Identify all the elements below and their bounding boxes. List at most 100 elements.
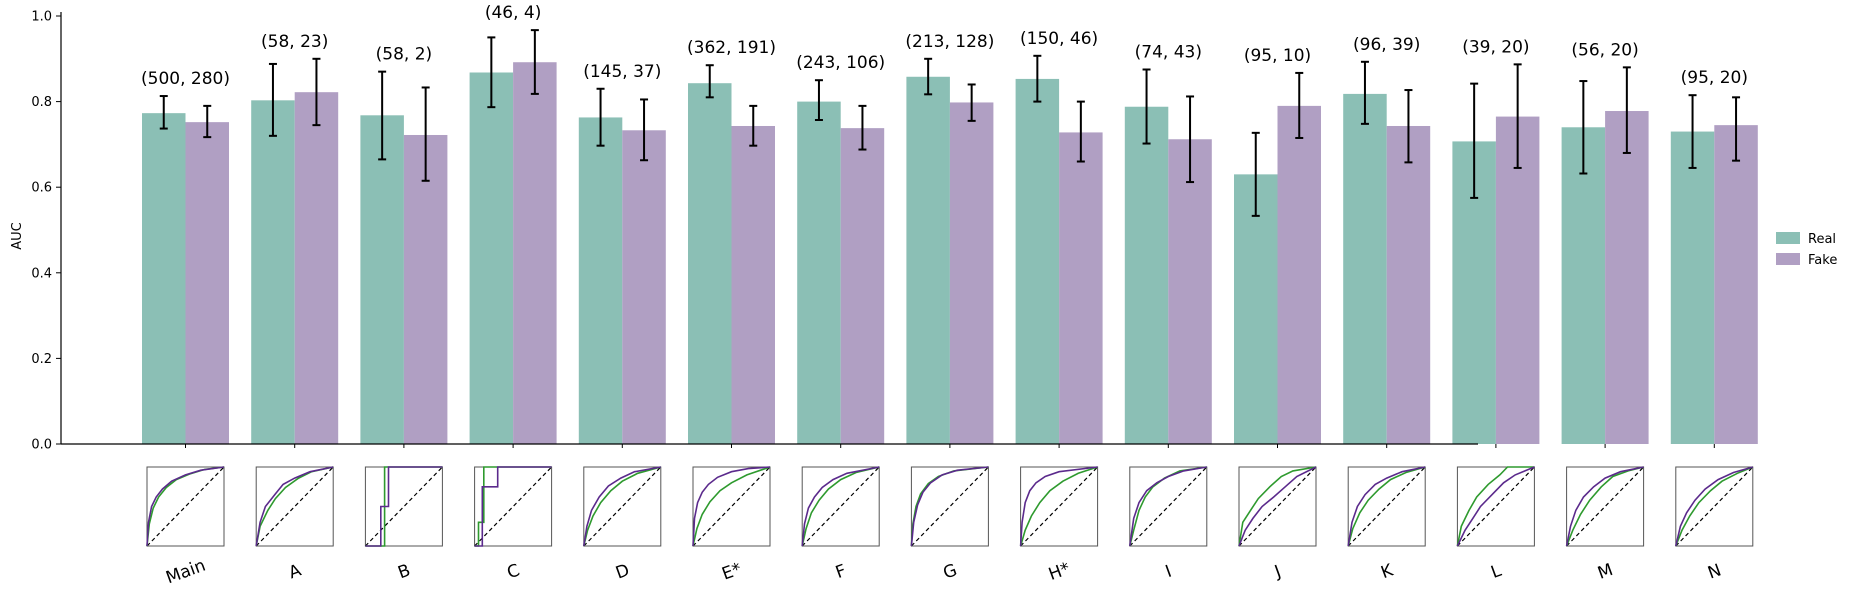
roc-inset [910,466,989,547]
roc-inset [801,466,880,547]
bar-fake [1168,139,1212,444]
y-tick-label: 0.8 [31,95,52,110]
roc-inset [692,466,771,547]
category-label: M [1595,560,1616,584]
bar-annotation: (500, 280) [141,69,230,89]
roc-inset-frame [1347,466,1426,547]
roc-diagonal [1347,466,1426,547]
bar-fake [949,102,994,445]
bar-annotations: (500, 280) (58, 23) (58, 2) (46, 4) (145, 37… [141,3,1748,89]
roc-inset [1675,466,1754,547]
roc-diagonal [1675,466,1754,547]
roc-curve-fake [1565,466,1644,547]
roc-diagonal [255,466,334,547]
bar-fake [1059,132,1103,444]
bar-annotation: (39, 20) [1462,37,1529,57]
roc-diagonal [474,466,553,547]
bar-real [1561,127,1606,444]
roc-diagonal [1238,466,1317,547]
bar-fake [294,92,339,445]
bar-annotation: (243, 106) [796,53,885,73]
roc-curve-fake [1456,466,1535,547]
bar-annotation: (150, 46) [1020,29,1098,49]
roc-inset [364,466,443,547]
y-tick-label: 0.0 [31,438,52,453]
roc-curve-fake [1675,466,1754,547]
category-label: L [1488,561,1504,583]
roc-inset [255,466,334,547]
bar-fake [1386,125,1431,444]
roc-inset [583,466,662,547]
roc-curve-fake [1347,466,1426,547]
error-bars [159,29,1741,217]
roc-curve-real [1456,466,1535,547]
category-label: A [286,560,304,583]
category-label: H* [1046,559,1073,585]
bar-real [578,117,623,444]
bar-annotation: (56, 20) [1571,40,1638,60]
y-tick-label: 0.6 [31,181,52,196]
roc-curve-real [1129,466,1207,547]
roc-diagonal [801,466,880,547]
y-axis-label: AUC [10,222,25,250]
category-label: N [1705,560,1724,583]
category-label: K [1378,560,1396,583]
roc-diagonal [146,466,225,547]
bar-annotation: (362, 191) [687,38,776,58]
bar-fake [840,128,885,445]
bar-fake [1277,105,1321,444]
bars [142,62,1758,445]
roc-inset [1238,466,1317,547]
roc-diagonal [1129,466,1208,547]
roc-inset [1565,466,1645,547]
bar-fake [1605,111,1649,445]
bar-real [469,72,514,444]
bar-fake [1495,116,1540,444]
roc-curve-real [1347,466,1426,547]
bar-real [1343,93,1387,445]
roc-curve-real [1019,466,1098,547]
roc-curve-fake [146,466,225,547]
roc-curve-real [1675,466,1754,547]
category-label: G [941,560,960,583]
roc-inset-frame [1456,466,1535,547]
legend-label-real: Real [1808,232,1836,247]
y-tick-label: 0.2 [31,352,52,367]
bar-real [360,115,404,445]
roc-diagonal [910,466,989,547]
roc-inset-frame [1675,466,1754,547]
category-label: F [833,561,849,583]
category-label: I [1163,562,1175,583]
roc-diagonal [1456,466,1535,547]
bar-fake [513,62,557,444]
bar-annotation: (145, 37) [583,62,661,82]
roc-inset [1456,466,1535,547]
roc-curve-real [801,466,880,547]
bar-annotation: (95, 20) [1681,68,1748,88]
roc-inset [1347,466,1426,547]
roc-curve-fake [1238,466,1317,547]
legend-swatch-fake [1776,253,1800,265]
roc-diagonal [1020,466,1099,547]
roc-curve-real [1238,466,1317,547]
roc-curve-real [692,466,771,547]
roc-curve-fake [801,466,880,547]
roc-curve-fake [365,466,443,547]
roc-curve-fake [1129,466,1207,547]
category-labels: Main A B C D E* F G H* I J K L M N [163,556,1724,589]
category-label: C [504,561,522,584]
legend-label-fake: Fake [1808,253,1837,268]
y-tick-label: 1.0 [31,10,52,25]
roc-curve-real [583,466,662,547]
bar-real [1124,106,1169,445]
category-label: D [613,560,632,583]
bar-real [1015,78,1060,444]
roc-inset [146,466,225,547]
bar-real [1670,131,1715,444]
bar-annotation: (213, 128) [905,32,994,52]
bar-annotation: (46, 4) [485,3,542,23]
roc-diagonal [583,466,662,547]
bar-fake [622,130,666,444]
y-tick-label: 0.4 [31,266,52,281]
